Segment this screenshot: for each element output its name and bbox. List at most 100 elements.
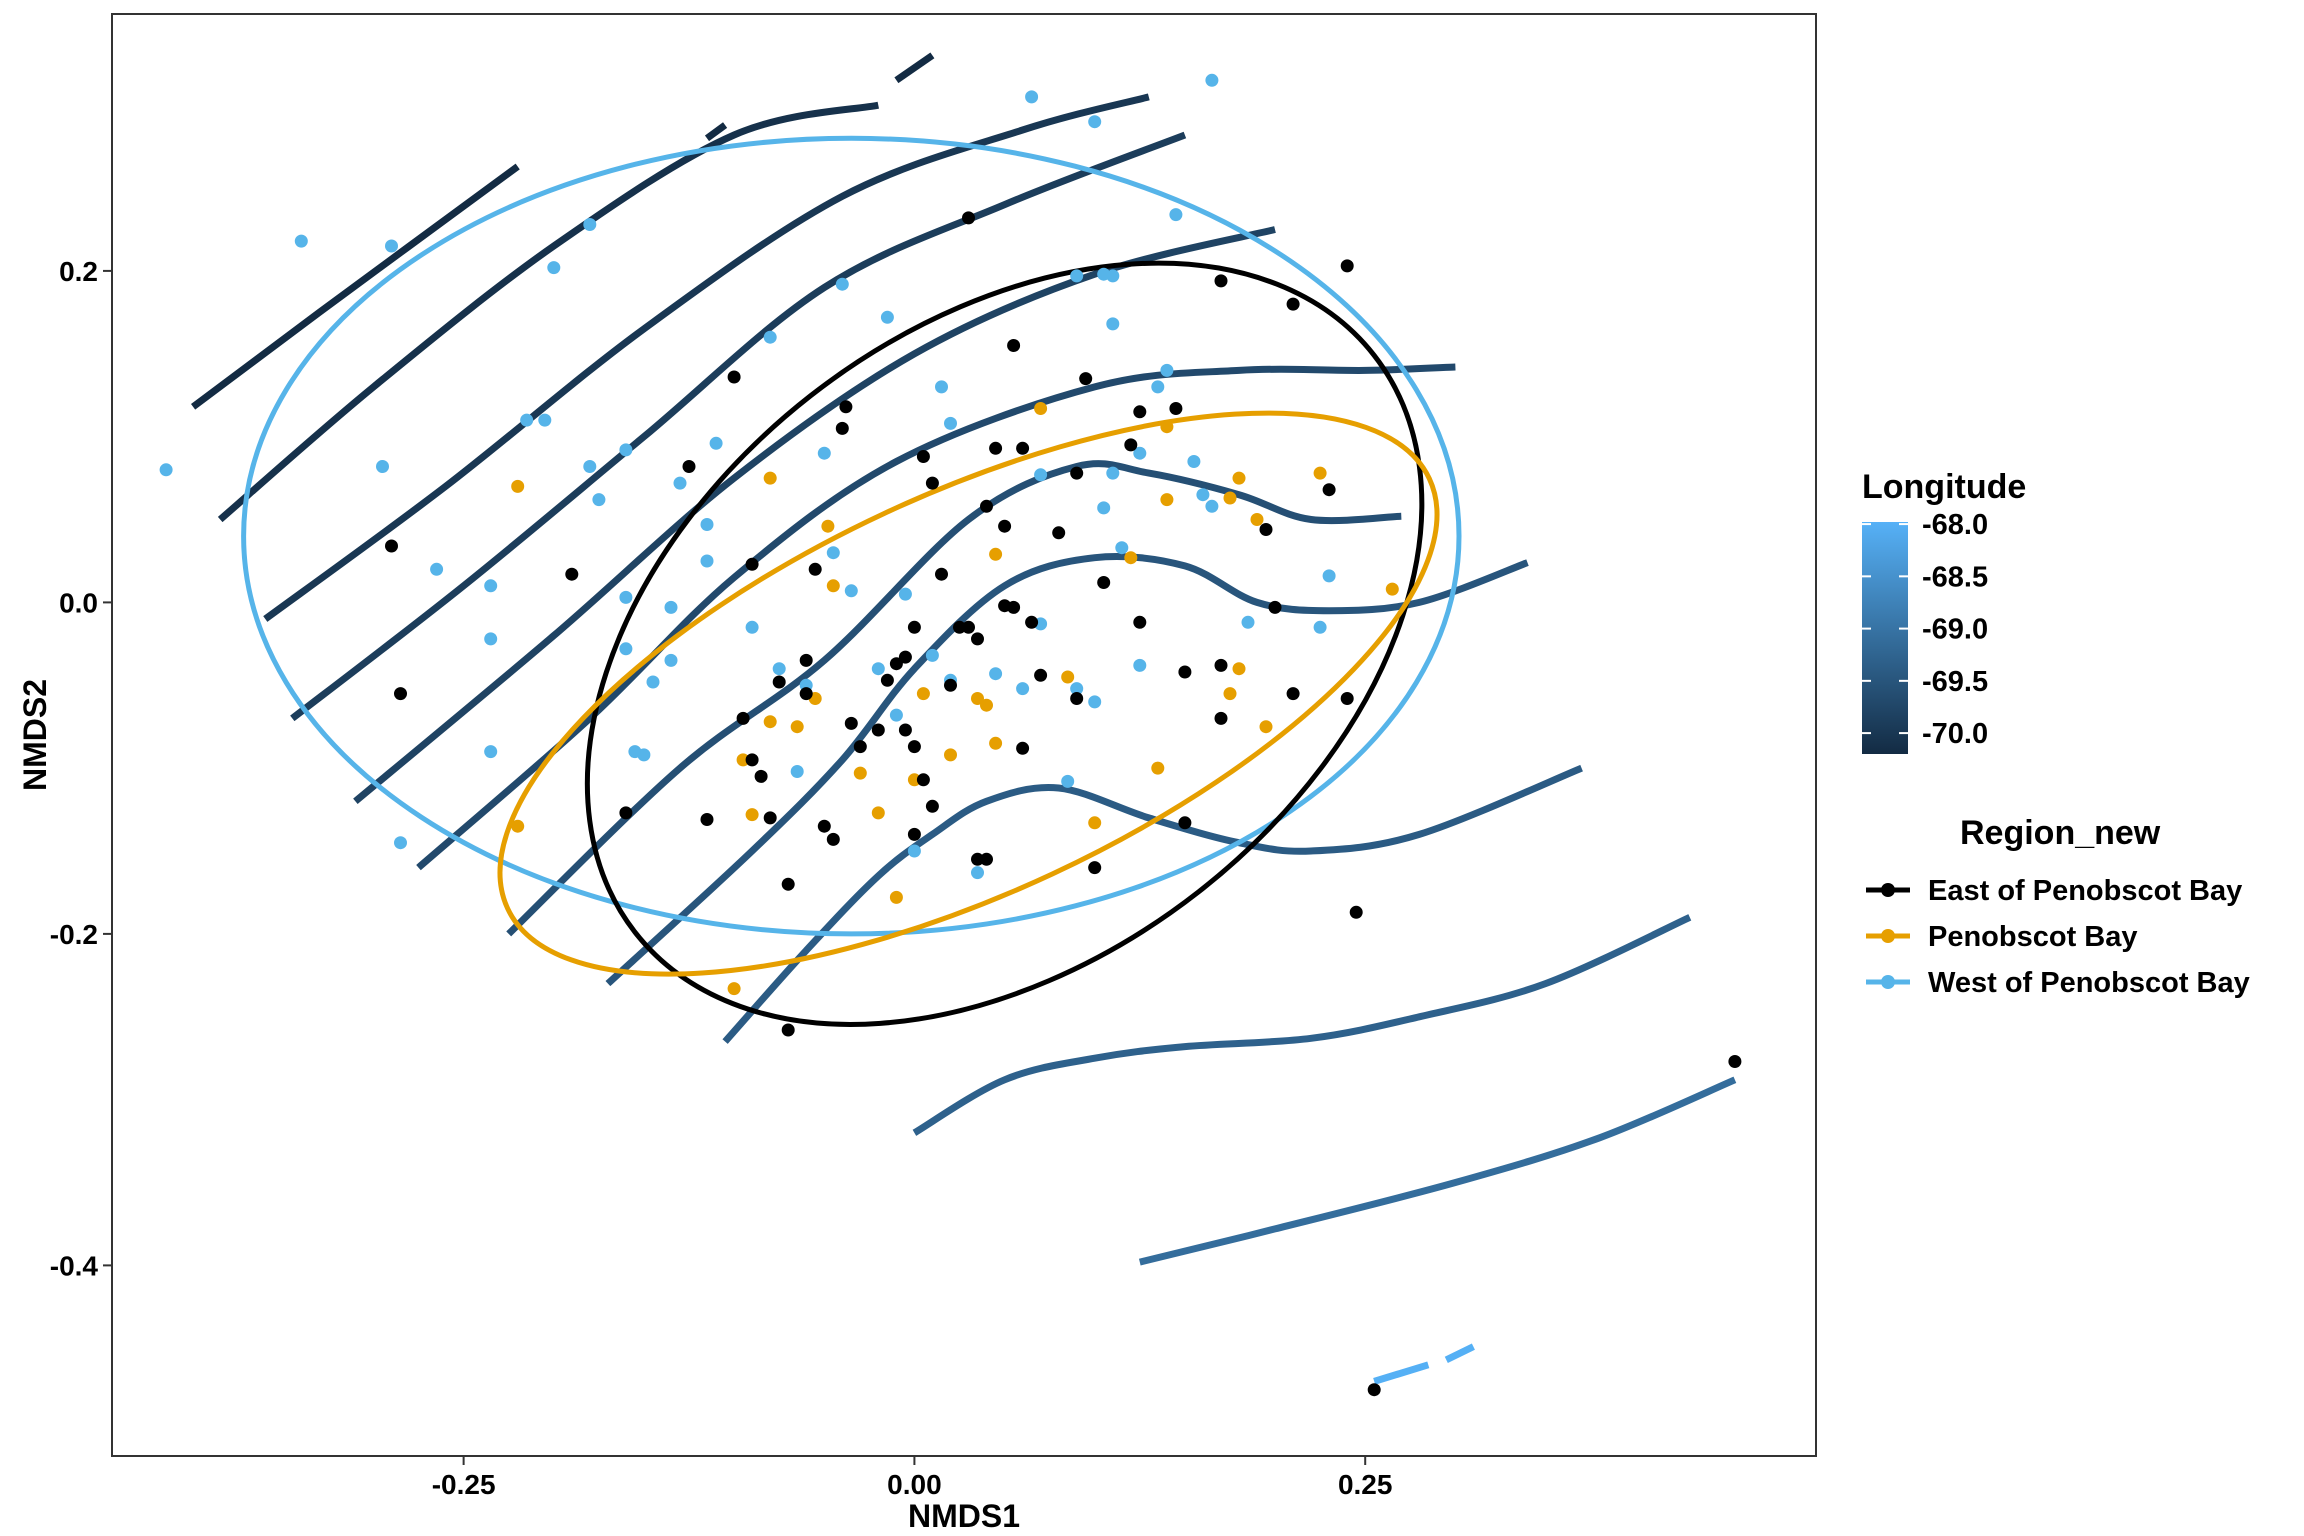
point-west-of-penobscot-bay-46 [1016,682,1030,696]
point-east-of-penobscot-bay-10 [754,769,768,783]
point-west-of-penobscot-bay-5 [430,562,444,576]
point-east-of-penobscot-bay-42 [989,441,1003,455]
point-east-of-penobscot-bay-21 [844,716,858,730]
point-west-of-penobscot-bay-8 [484,579,498,593]
point-west-of-penobscot-bay-12 [583,218,597,231]
point-east-of-penobscot-bay-41 [980,499,993,513]
point-penobscot-bay-30 [1232,471,1246,485]
point-east-of-penobscot-bay-74 [1367,1383,1381,1397]
point-penobscot-bay-26 [1160,420,1174,434]
point-west-of-penobscot-bay-59 [1133,446,1147,460]
contour-line-10 [722,764,1583,1044]
point-penobscot-bay-34 [1385,582,1399,596]
colorbar-label-0: -68.0 [1922,509,1988,541]
point-west-of-penobscot-bay-26 [709,436,723,450]
point-east-of-penobscot-bay-11 [763,811,777,825]
ellipse-west-of-penobscot-bay [241,135,1462,937]
point-east-of-penobscot-bay-70 [1322,483,1336,497]
point-penobscot-bay-16 [971,692,984,705]
point-west-of-penobscot-bay-43 [944,416,957,430]
contour-line-5 [290,131,1187,722]
point-east-of-penobscot-bay-62 [1178,816,1192,830]
point-west-of-penobscot-bay-66 [1205,499,1219,513]
point-west-of-penobscot-bay-16 [619,590,633,604]
point-west-of-penobscot-bay-25 [700,518,714,531]
point-east-of-penobscot-bay-48 [1025,615,1039,629]
point-east-of-penobscot-bay-14 [799,653,813,667]
point-penobscot-bay-19 [989,547,1003,561]
point-penobscot-bay-2 [736,753,750,767]
point-east-of-penobscot-bay-39 [971,852,984,866]
point-penobscot-bay-25 [1160,493,1174,507]
point-east-of-penobscot-bay-77 [682,460,696,473]
point-penobscot-bay-11 [871,806,885,820]
y-tick-label-2: 0.0 [59,587,98,618]
point-east-of-penobscot-bay-55 [1088,861,1102,875]
y-tick-label-1: -0.2 [50,919,98,950]
point-west-of-penobscot-bay-37 [889,708,903,722]
x-tick-label-1: 0.00 [887,1469,942,1500]
point-west-of-penobscot-bay-70 [1070,682,1084,696]
point-west-of-penobscot-bay-71 [1097,267,1111,281]
point-west-of-penobscot-bay-7 [484,632,498,646]
point-east-of-penobscot-bay-24 [880,673,894,687]
point-east-of-penobscot-bay-4 [619,806,633,820]
point-east-of-penobscot-bay-31 [916,450,930,463]
contour-line-1 [704,122,728,142]
colorbar-label-4: -70.0 [1922,718,1988,750]
point-penobscot-bay-28 [1223,687,1237,701]
point-west-of-penobscot-bay-32 [826,546,840,560]
point-east-of-penobscot-bay-58 [1133,615,1147,629]
point-west-of-penobscot-bay-39 [907,844,921,858]
point-east-of-penobscot-bay-50 [1034,668,1048,682]
contour-line-8 [506,460,1402,937]
point-east-of-penobscot-bay-37 [962,620,975,634]
point-east-of-penobscot-bay-8 [745,557,759,571]
point-penobscot-bay-24 [1151,761,1165,775]
point-penobscot-bay-35 [727,982,741,996]
point-east-of-penobscot-bay-25 [889,657,903,671]
point-east-of-penobscot-bay-75 [1728,1055,1742,1068]
point-west-of-penobscot-bay-2 [376,460,389,473]
point-west-of-penobscot-bay-3 [385,239,398,253]
point-east-of-penobscot-bay-52 [1070,692,1084,705]
point-west-of-penobscot-bay-24 [700,554,714,568]
point-east-of-penobscot-bay-54 [1079,372,1093,386]
point-east-of-penobscot-bay-53 [1070,466,1084,480]
point-east-of-penobscot-bay-15 [799,687,813,701]
point-east-of-penobscot-bay-46 [1007,339,1021,352]
point-penobscot-bay-20 [1034,402,1048,415]
point-west-of-penobscot-bay-45 [989,667,1003,681]
region-legend-title: Region_new [1960,814,2161,852]
point-east-of-penobscot-bay-60 [1169,402,1183,415]
point-penobscot-bay-21 [1061,670,1075,684]
point-west-of-penobscot-bay-61 [1160,363,1174,377]
point-west-of-penobscot-bay-14 [592,493,606,507]
point-west-of-penobscot-bay-6 [484,745,498,759]
point-east-of-penobscot-bay-19 [835,421,849,435]
point-east-of-penobscot-bay-61 [1178,665,1192,679]
point-penobscot-bay-33 [1313,466,1327,480]
x-axis: -0.25 0.00 0.25 [432,1456,1392,1500]
point-east-of-penobscot-bay-9 [745,753,759,767]
legend-key-point-penobscot-bay [1881,929,1895,943]
x-axis-title: NMDS1 [908,1498,1020,1534]
point-west-of-penobscot-bay-9 [520,413,534,427]
point-penobscot-bay-23 [1124,551,1138,565]
point-east-of-penobscot-bay-57 [1124,438,1138,452]
point-east-of-penobscot-bay-16 [808,562,822,576]
point-west-of-penobscot-bay-60 [1151,380,1165,394]
contour-line-9 [605,553,1529,987]
point-east-of-penobscot-bay-5 [700,813,714,826]
point-east-of-penobscot-bay-33 [925,799,939,813]
point-west-of-penobscot-bay-63 [1187,455,1201,468]
point-east-of-penobscot-bay-69 [1286,687,1300,701]
point-east-of-penobscot-bay-68 [1286,297,1300,311]
point-east-of-penobscot-bay-67 [1268,600,1282,614]
point-east-of-penobscot-bay-59 [1133,405,1147,419]
point-penobscot-bay-12 [889,890,903,904]
point-west-of-penobscot-bay-23 [673,476,687,490]
scatter-points [159,73,1742,1397]
point-west-of-penobscot-bay-33 [835,277,849,291]
legend-key-point-east-of-penobscot-bay [1881,883,1895,897]
